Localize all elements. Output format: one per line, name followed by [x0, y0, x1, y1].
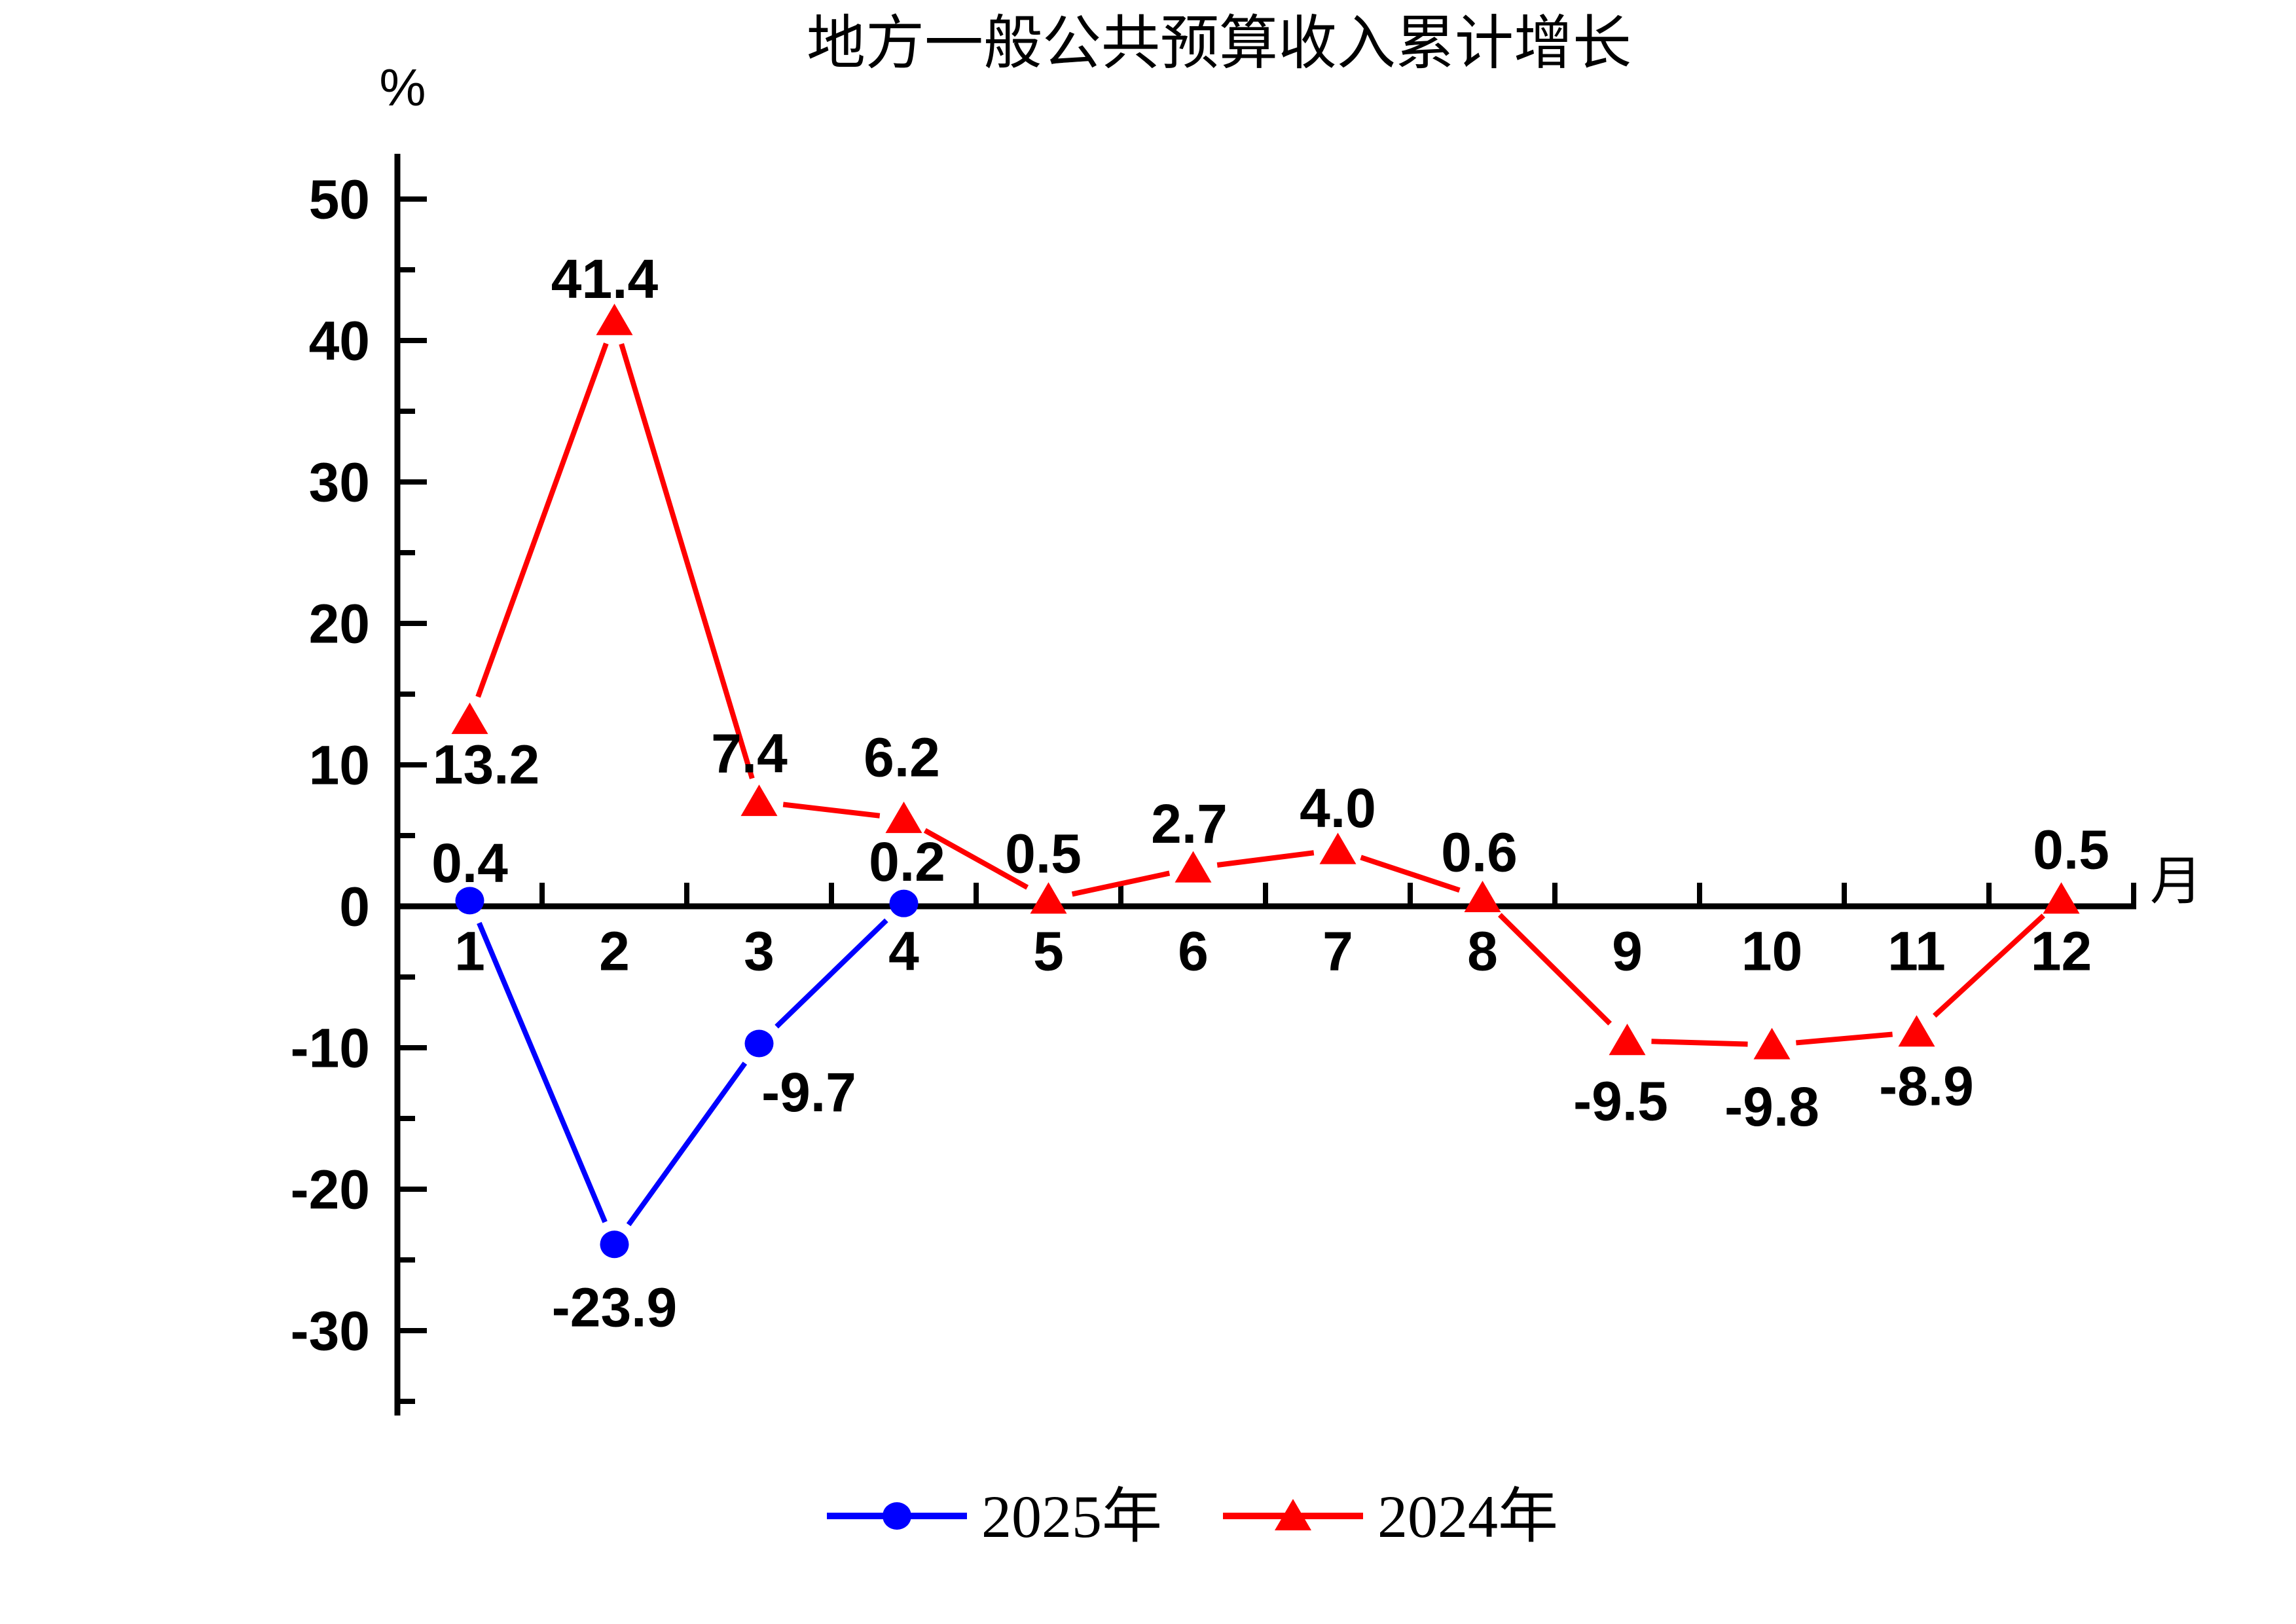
series-line-segment	[923, 828, 1029, 890]
series-line-segment	[1360, 855, 1461, 893]
x-axis-tick-label: 8	[1467, 920, 1498, 982]
series-line-segment	[1933, 913, 2045, 1018]
y-axis-tick-label: -20	[291, 1158, 370, 1220]
x-axis-tick-label: 6	[1178, 920, 1209, 982]
legend-triangle-marker	[1275, 1499, 1311, 1530]
data-point-circle-marker	[455, 887, 484, 915]
legend-item-label: 2025年	[981, 1483, 1162, 1550]
data-point-label: -9.7	[761, 1061, 856, 1123]
y-axis-tick-label: 10	[309, 734, 370, 796]
data-point-label: 6.2	[864, 726, 940, 788]
x-axis-unit-label: 月	[2150, 853, 2202, 911]
legend-item-label: 2024年	[1377, 1483, 1558, 1550]
data-point-label: -8.9	[1879, 1056, 1974, 1117]
data-point-label: 2.7	[1151, 793, 1228, 855]
y-axis-tick-label: 40	[309, 310, 370, 371]
x-axis-tick-label: 11	[1887, 920, 1946, 982]
x-axis-tick-label: 2	[599, 920, 630, 982]
series-line-segment	[1498, 913, 1612, 1026]
series-line-segment	[1216, 850, 1315, 868]
data-point-triangle-marker	[1898, 1015, 1935, 1047]
legend-item: 2024年	[1223, 1483, 1558, 1550]
x-axis-tick-label: 5	[1033, 920, 1064, 982]
series-line-segment	[774, 918, 888, 1029]
data-point-triangle-marker	[596, 303, 633, 335]
y-axis-tick-label: 0	[339, 876, 370, 937]
data-point-label: 13.2	[433, 733, 540, 795]
legend-circle-marker	[883, 1502, 911, 1530]
x-axis-tick-label: 3	[744, 920, 774, 982]
data-point-circle-marker	[889, 889, 919, 917]
data-point-label: -23.9	[552, 1277, 677, 1338]
y-axis-tick-label: -10	[291, 1017, 370, 1079]
series-line-segment	[1796, 1031, 1893, 1046]
data-point-triangle-marker	[1175, 851, 1212, 883]
x-axis-tick-label: 10	[1741, 920, 1802, 982]
data-point-triangle-marker	[885, 802, 922, 834]
data-point-label: 0.5	[2033, 819, 2109, 881]
data-point-triangle-marker	[1319, 832, 1357, 864]
data-point-label: 0.4	[431, 832, 508, 894]
series-line-segment	[477, 921, 608, 1223]
data-point-circle-marker	[600, 1230, 629, 1259]
y-axis-tick-label: -30	[291, 1300, 370, 1361]
x-axis-tick-label: 7	[1322, 920, 1353, 982]
data-point-label: 0.5	[1005, 823, 1082, 885]
data-point-label: 41.4	[551, 248, 659, 310]
series-line-segment	[782, 802, 881, 819]
data-point-label: 7.4	[711, 723, 788, 784]
data-point-circle-marker	[744, 1029, 774, 1058]
chart-title: 地方一般公共预算收入累计增长	[807, 12, 1631, 77]
y-axis-unit-label: %	[379, 58, 426, 117]
x-axis-tick-label: 12	[2031, 920, 2092, 982]
series-line-segment	[1651, 1039, 1748, 1047]
data-point-label: 0.6	[1441, 821, 1518, 883]
data-point-triangle-marker	[1464, 881, 1501, 913]
series-line-segment	[475, 342, 609, 698]
data-point-label: 0.2	[869, 831, 945, 893]
data-point-triangle-marker	[451, 702, 488, 734]
x-axis-tick-label: 4	[888, 920, 919, 982]
legend: 2025年 2024年	[827, 1483, 1558, 1550]
series-2024年: 13.2 41.4 7.4 6.2 0.5 2.7 4.0 0.6 -9.5 -9.8 -8.9 0.…	[433, 248, 2109, 1137]
data-point-label: -9.8	[1724, 1076, 1819, 1137]
series-line-segment	[626, 1061, 748, 1227]
legend-item: 2025年	[827, 1483, 1162, 1550]
data-point-triangle-marker	[1609, 1024, 1646, 1056]
y-axis-tick-label: 50	[309, 168, 370, 230]
data-point-triangle-marker	[1030, 882, 1067, 914]
data-point-label: 4.0	[1300, 777, 1376, 839]
data-point-triangle-marker	[1753, 1027, 1791, 1060]
y-axis-tick-label: 20	[309, 593, 370, 654]
data-point-triangle-marker	[740, 784, 778, 817]
series-2025年: 0.4 -23.9 -9.7 0.2	[431, 831, 945, 1338]
x-axis-tick-label: 9	[1612, 920, 1643, 982]
series-line-segment	[619, 343, 755, 779]
y-axis-tick-label: 30	[309, 451, 370, 513]
data-point-label: -9.5	[1573, 1071, 1668, 1132]
series-line-segment	[1071, 870, 1171, 897]
data-point-triangle-marker	[2043, 882, 2080, 914]
